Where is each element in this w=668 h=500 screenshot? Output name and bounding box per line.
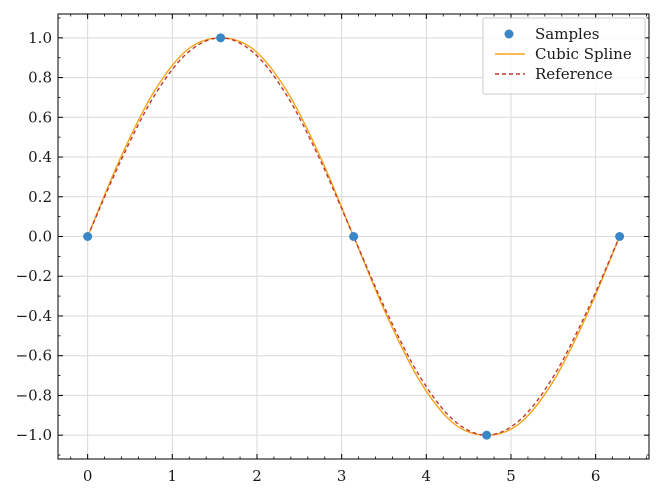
series-layer bbox=[83, 33, 625, 440]
reference-line bbox=[86, 37, 621, 436]
y-tick-label: 0.4 bbox=[28, 148, 52, 166]
legend: Samples Cubic Spline Reference bbox=[482, 17, 646, 95]
samples-point bbox=[615, 232, 625, 241]
y-tick-label: 0.6 bbox=[28, 108, 52, 126]
x-tick-label: 6 bbox=[591, 467, 601, 485]
y-tick-label: −0.4 bbox=[16, 307, 52, 325]
samples-point bbox=[83, 232, 93, 241]
tick-layer: 0 1 2 3 4 5 6 −1.0 −0.8 −0.6 −0.4 −0.2 0.0 0.2 0.4 0.6 0… bbox=[16, 14, 649, 485]
legend-box bbox=[482, 17, 646, 95]
y-tick-label: 0.0 bbox=[28, 228, 52, 246]
x-tick-label: 2 bbox=[252, 467, 262, 485]
y-tick-label: −0.8 bbox=[16, 386, 52, 404]
legend-label-samples: Samples bbox=[535, 25, 599, 43]
legend-swatch-samples bbox=[504, 29, 514, 39]
x-tick-label: 4 bbox=[422, 467, 432, 485]
x-tick-label: 1 bbox=[168, 467, 178, 485]
y-tick-label: 0.8 bbox=[28, 69, 52, 87]
y-tick-label: −1.0 bbox=[16, 426, 52, 444]
y-tick-label: 1.0 bbox=[28, 29, 52, 47]
samples-point bbox=[349, 232, 359, 241]
samples-point bbox=[216, 33, 226, 43]
legend-label-reference: Reference bbox=[535, 65, 613, 83]
y-tick-label: −0.6 bbox=[16, 347, 52, 365]
samples-point bbox=[482, 430, 492, 440]
y-tick-label: −0.2 bbox=[16, 267, 52, 285]
y-tick-label: 0.2 bbox=[28, 188, 52, 206]
x-tick-label: 3 bbox=[337, 467, 347, 485]
x-tick-label: 5 bbox=[506, 467, 516, 485]
x-tick-label: 0 bbox=[83, 467, 93, 485]
legend-label-cubic-spline: Cubic Spline bbox=[535, 45, 632, 63]
